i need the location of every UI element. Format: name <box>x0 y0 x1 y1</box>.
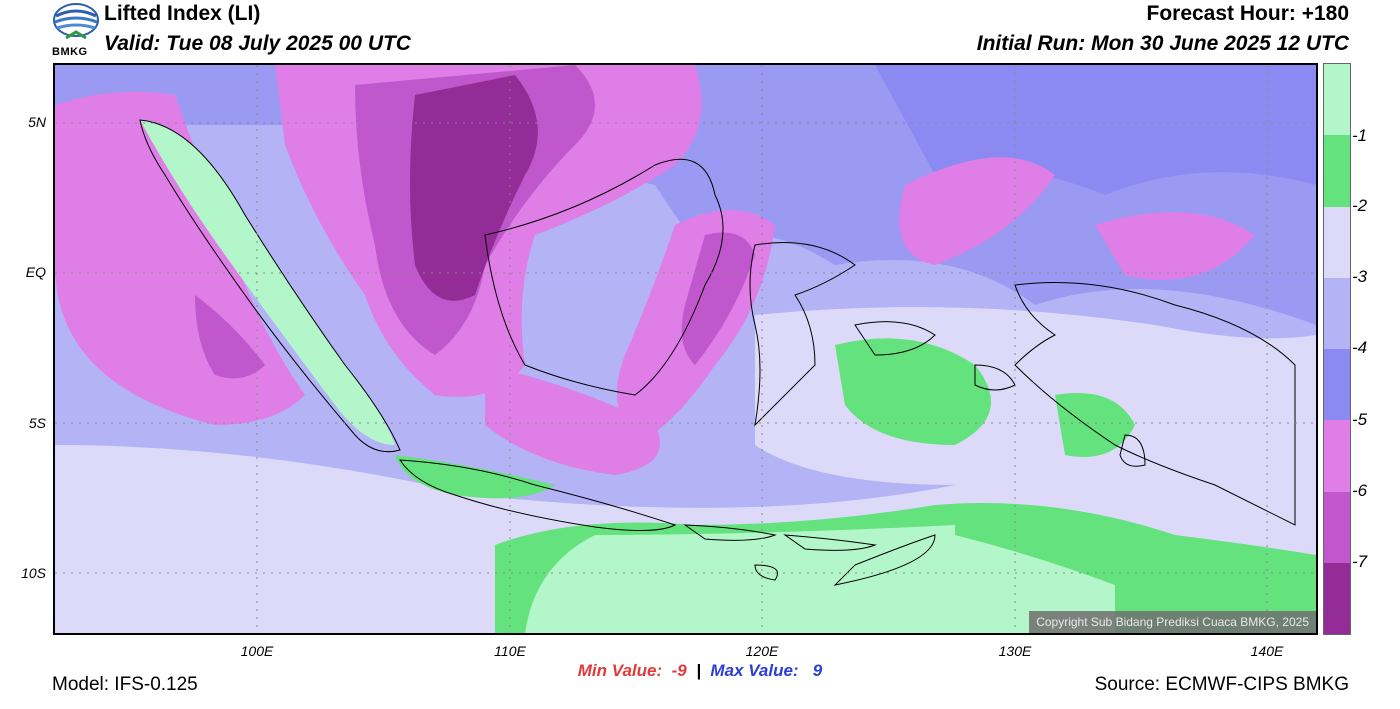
forecast-hour: Forecast Hour: +180 <box>1146 2 1350 25</box>
lat-label-eq: EQ <box>25 264 46 280</box>
lon-label-140e: 140E <box>1250 643 1284 659</box>
copyright-notice: Copyright Sub Bidang Prediksi Cuaca BMKG… <box>1029 611 1316 633</box>
legend-swatch <box>1324 135 1350 207</box>
lat-label-5n: 5N <box>28 114 46 130</box>
max-label: Max Value: <box>710 661 799 680</box>
color-legend <box>1323 63 1351 635</box>
min-value: -9 <box>671 661 687 680</box>
stats-separator: | <box>696 661 701 680</box>
lon-label-100e: 100E <box>240 643 274 659</box>
legend-label: -7 <box>1352 552 1368 571</box>
max-value: 9 <box>812 661 823 680</box>
legend-label: -4 <box>1352 338 1368 357</box>
valid-time: Valid: Tue 08 July 2025 00 UTC <box>104 32 411 55</box>
lon-label-110e: 110E <box>494 643 526 659</box>
lifted-index-map: Copyright Sub Bidang Prediksi Cuaca BMKG… <box>53 63 1318 635</box>
legend-swatch <box>1324 206 1350 278</box>
legend-swatch <box>1324 491 1350 563</box>
legend-label: -1 <box>1352 126 1368 145</box>
min-max-values: Min Value: -9 | Max Value: 9 <box>0 661 1400 681</box>
legend-label: -5 <box>1352 410 1368 429</box>
legend-swatch <box>1324 562 1350 634</box>
page-title: Lifted Index (LI) <box>104 2 261 25</box>
model-info: Model: IFS-0.125 <box>52 674 198 695</box>
initial-run: Initial Run: Mon 30 June 2025 12 UTC <box>976 32 1349 55</box>
legend-label: -6 <box>1352 481 1368 500</box>
min-label: Min Value: <box>577 661 663 680</box>
logo-text: BMKG <box>52 46 88 58</box>
legend-swatch <box>1324 420 1350 492</box>
lon-label-130e: 130E <box>998 643 1032 659</box>
map-canvas <box>55 65 1316 633</box>
lat-label-10s: 10S <box>21 565 46 581</box>
legend-swatch <box>1324 349 1350 421</box>
lon-label-120e: 120E <box>745 643 779 659</box>
legend-label: -2 <box>1352 196 1368 215</box>
source-info: Source: ECMWF-CIPS BMKG <box>1094 674 1349 695</box>
lat-label-5s: 5S <box>28 415 46 431</box>
legend-label: -3 <box>1352 267 1368 286</box>
legend-swatch <box>1324 64 1350 136</box>
bmkg-logo <box>52 2 100 60</box>
legend-swatch <box>1324 277 1350 349</box>
